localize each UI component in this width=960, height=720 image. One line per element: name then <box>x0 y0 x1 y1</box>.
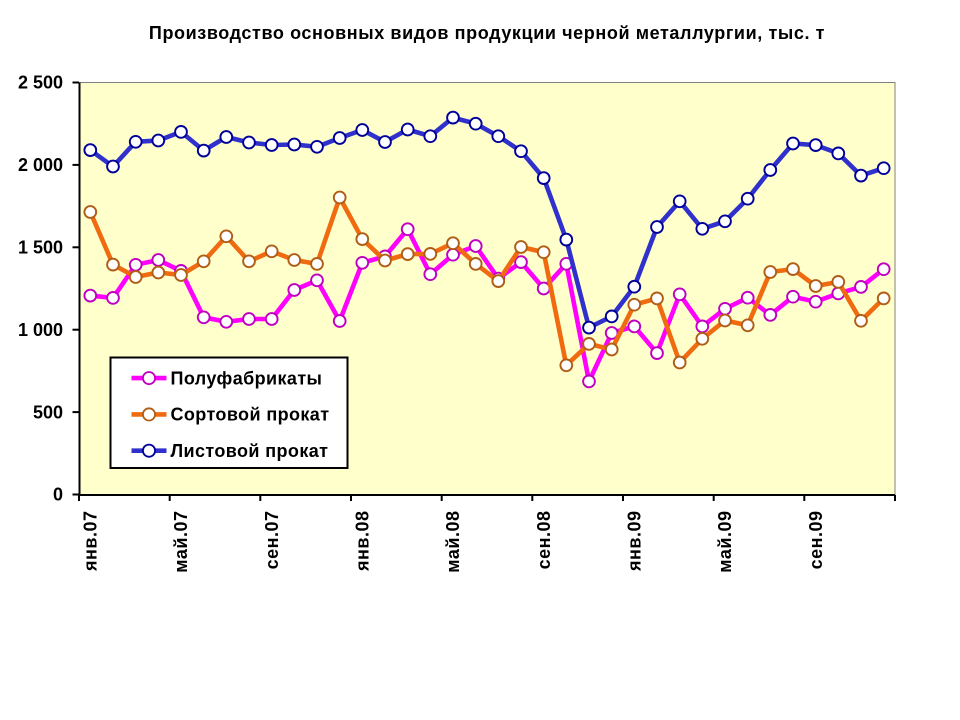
svg-text:Листовой прокат: Листовой прокат <box>171 441 329 461</box>
svg-text:Полуфабрикаты: Полуфабрикаты <box>171 368 323 388</box>
svg-text:янв.08: янв.08 <box>353 511 373 572</box>
svg-text:сен.08: сен.08 <box>534 511 554 570</box>
svg-text:1 000: 1 000 <box>18 320 63 340</box>
svg-text:май.07: май.07 <box>171 511 191 573</box>
svg-text:янв.07: янв.07 <box>81 511 101 572</box>
svg-text:2 500: 2 500 <box>18 73 63 93</box>
svg-text:сен.09: сен.09 <box>806 511 826 570</box>
svg-text:0: 0 <box>53 485 63 505</box>
svg-text:май.09: май.09 <box>715 511 735 573</box>
svg-text:2 000: 2 000 <box>18 155 63 175</box>
svg-text:1 500: 1 500 <box>18 238 63 258</box>
svg-text:сен.07: сен.07 <box>262 511 282 570</box>
svg-text:Производство основных видов пр: Производство основных видов продукции че… <box>149 23 825 43</box>
svg-text:май.08: май.08 <box>443 511 463 573</box>
svg-text:Сортовой прокат: Сортовой прокат <box>171 405 330 425</box>
svg-text:янв.09: янв.09 <box>625 511 645 572</box>
svg-text:500: 500 <box>33 402 63 422</box>
